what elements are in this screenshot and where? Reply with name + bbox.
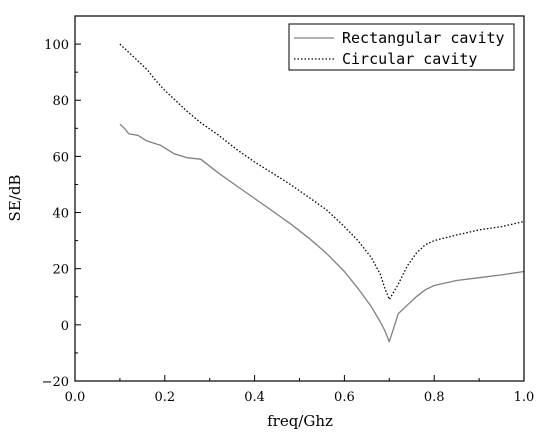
legend-label-rectangular-cavity: Rectangular cavity [342,29,505,47]
y-tick-label: 60 [52,150,69,165]
x-tick-label: 0.0 [65,390,86,405]
x-tick-label: 0.4 [244,390,265,405]
ticks-layer: 0.0 0.2 0.4 0.6 0.8 1.0 −20 0 20 40 60 80 100 [42,38,535,405]
legend: Rectangular cavity Circular cavity [288,23,515,71]
x-tick-label: 0.6 [334,390,355,405]
y-tick-label: 80 [52,94,69,109]
y-axis-label: SE/dB [6,175,24,222]
series-line-rectangular-cavity [119,123,525,343]
x-tick-label: 0.2 [154,390,175,405]
legend-box [288,23,515,71]
x-tick-label: 0.8 [424,390,445,405]
y-tick-label: 100 [44,38,69,53]
series-layer [119,43,525,343]
y-tick-label: 40 [52,207,69,222]
y-tick-label: −20 [42,375,69,390]
legend-label-circular-cavity: Circular cavity [342,50,477,68]
y-tick-label: 20 [52,263,69,278]
x-axis-label: freq/Ghz [267,412,333,430]
y-tick-label: 0 [61,319,69,334]
x-tick-label: 1.0 [514,390,535,405]
